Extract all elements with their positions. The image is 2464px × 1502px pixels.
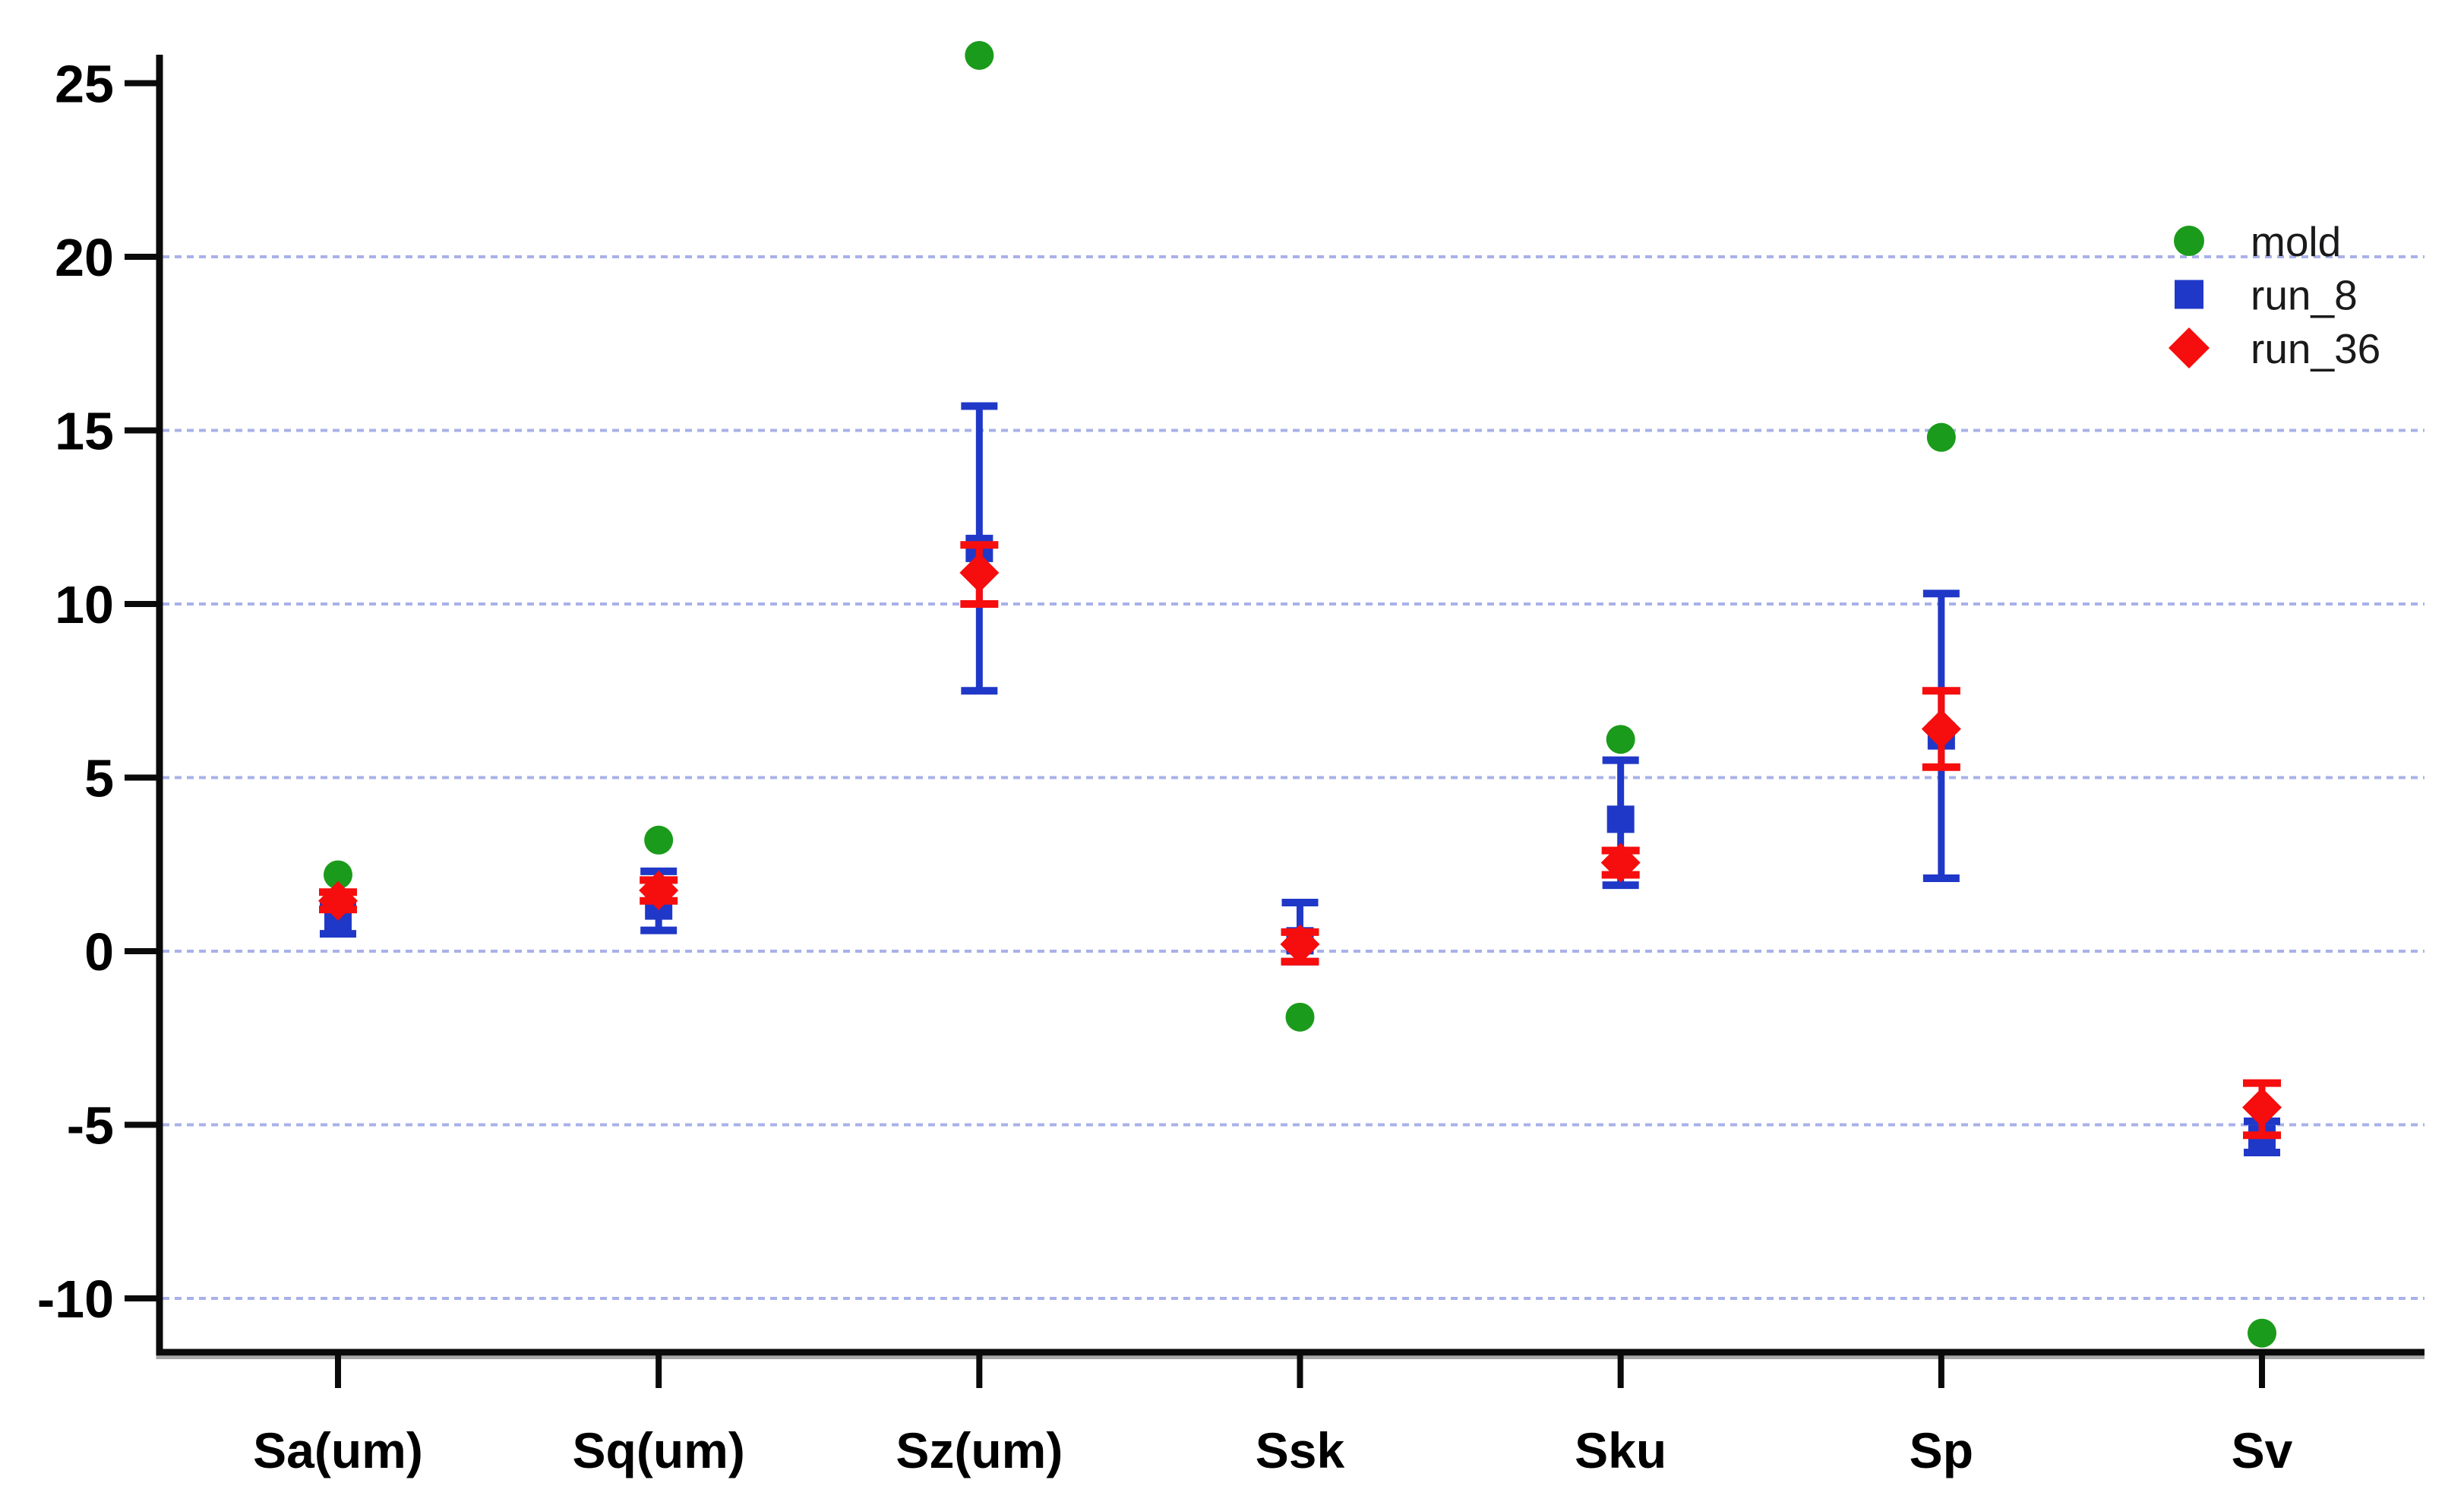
mold-marker [1285,1002,1315,1032]
mold-marker [644,825,674,855]
y-tick-label: -10 [37,1270,114,1329]
run_8-marker [1606,805,1635,833]
gridlines [163,255,2425,1300]
legend-label-run_36: run_36 [2251,325,2380,372]
axes [156,55,2425,1359]
series-run_8 [320,402,2281,1157]
y-tick-label: 15 [55,402,114,461]
series-run_36 [318,541,2282,1140]
run_36-marker [1280,924,1320,964]
mold-marker [1926,422,1956,452]
y-tick-label: 0 [84,922,114,982]
x-tick-label: Sz(um) [896,1422,1063,1478]
mold-marker [2248,1318,2277,1348]
y-tick-label: 20 [55,228,114,287]
legend-label-run_8: run_8 [2251,271,2358,318]
x-tick-label: Sv [2232,1422,2293,1478]
x-tick-label: Sa(um) [253,1422,423,1478]
x-tick-label: Sq(um) [573,1422,745,1478]
y-tick-label: 25 [55,55,114,114]
legend: mold run_8 run_36 [2169,218,2380,372]
run_36-marker [318,881,358,921]
y-tick-label: 5 [84,749,114,808]
legend-label-mold: mold [2251,218,2341,265]
run_36-marker [1600,843,1641,883]
series-mold [324,40,2277,1348]
mold-marker [1606,725,1635,754]
legend-item-run_36: run_36 [2169,325,2380,372]
run_36-marker [959,552,1000,593]
x-axis-ticks-and-labels: Sa(um) Sq(um) Sz(um) Ssk Sku Sp Sv [253,1352,2293,1478]
y-tick-label: 10 [55,575,114,634]
legend-item-mold: mold [2174,218,2341,265]
legend-item-run_8: run_8 [2175,271,2358,318]
run_36-marker [1921,709,1961,749]
run_36-marker [639,871,679,911]
y-tick-label: -5 [67,1096,114,1156]
run_36-marker [2242,1087,2282,1127]
mold-marker [965,40,994,70]
x-tick-label: Sku [1575,1422,1666,1478]
run_36-marker [2169,327,2210,368]
mold-marker [2174,226,2204,256]
x-tick-label: Ssk [1256,1422,1345,1478]
y-axis-ticks-and-labels: 25 20 15 10 5 0 -5 -10 [37,55,160,1329]
mold-marker [324,860,352,890]
x-tick-label: Sp [1910,1422,1973,1478]
run_8-marker [2175,280,2203,309]
